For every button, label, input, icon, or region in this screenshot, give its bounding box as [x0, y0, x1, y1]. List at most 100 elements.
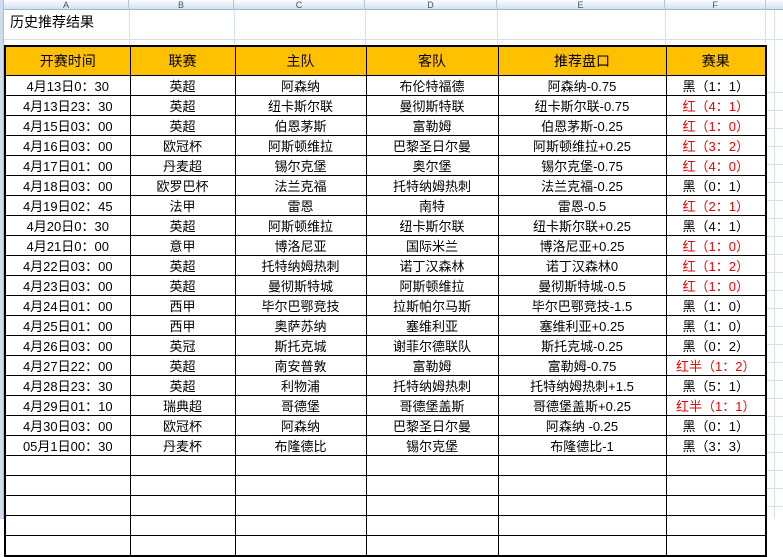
cell-handicap[interactable]: 锡尔克堡-0.75	[497, 155, 667, 176]
cell-away-team[interactable]: 谢菲尔德联队	[365, 335, 499, 356]
cell-result[interactable]	[665, 475, 767, 496]
cell-league[interactable]: 英超	[129, 375, 236, 396]
cell-league[interactable]: 英超	[129, 215, 236, 236]
cell-result[interactable]: 黑（0：1）	[665, 175, 767, 196]
cell-league[interactable]: 瑞典超	[129, 395, 236, 416]
cell-home-team[interactable]: 阿森纳	[234, 75, 367, 96]
column-header-b[interactable]: B	[129, 0, 234, 10]
cell-start-time[interactable]: 4月29日01：10	[4, 395, 131, 416]
cell-result[interactable]: 黑（3：3）	[665, 435, 767, 456]
cell-away-team[interactable]: 富勒姆	[365, 355, 499, 376]
cell-start-time[interactable]: 4月20日0：30	[4, 215, 131, 236]
cell-handicap[interactable]: 托特纳姆热刺+1.5	[497, 375, 667, 396]
cell-away-team[interactable]: 曼彻斯特联	[365, 95, 499, 116]
cell-league[interactable]: 西甲	[129, 315, 236, 336]
cell-league[interactable]: 欧罗巴杯	[129, 175, 236, 196]
cell-league[interactable]	[129, 495, 236, 516]
header-home-team[interactable]: 主队	[234, 45, 367, 76]
cell-league[interactable]: 欧冠杯	[129, 415, 236, 436]
cell-result[interactable]: 红（1：2）	[665, 255, 767, 276]
cell-league[interactable]	[129, 475, 236, 496]
cell-away-team[interactable]: 巴黎圣日尔曼	[365, 415, 499, 436]
cell-league[interactable]: 英超	[129, 255, 236, 276]
cell-handicap[interactable]: 塞维利亚+0.25	[497, 315, 667, 336]
cell-home-team[interactable]	[234, 495, 367, 516]
cell-handicap[interactable]: 博洛尼亚+0.25	[497, 235, 667, 256]
cell-start-time[interactable]: 4月27日22：00	[4, 355, 131, 376]
cell-result[interactable]: 红（4：1）	[665, 95, 767, 116]
cell-away-team[interactable]	[365, 535, 499, 557]
cell-home-team[interactable]: 雷恩	[234, 195, 367, 216]
cell-result[interactable]	[665, 495, 767, 516]
cell-home-team[interactable]: 曼彻斯特城	[234, 275, 367, 296]
column-header-e[interactable]: E	[497, 0, 665, 10]
cell-league[interactable]: 丹麦超	[129, 155, 236, 176]
cell-league[interactable]: 英超	[129, 75, 236, 96]
cell-handicap[interactable]: 法兰克福-0.25	[497, 175, 667, 196]
cell-result[interactable]: 红半（1：1）	[665, 395, 767, 416]
cell-home-team[interactable]: 锡尔克堡	[234, 155, 367, 176]
sheet-title[interactable]: 历史推荐结果	[10, 14, 94, 30]
cell-result[interactable]: 红（1：0）	[665, 275, 767, 296]
cell-handicap[interactable]: 阿斯顿维拉+0.25	[497, 135, 667, 156]
cell-start-time[interactable]: 4月17日01：00	[4, 155, 131, 176]
cell-result[interactable]: 黑（1：0）	[665, 295, 767, 316]
cell-league[interactable]: 欧冠杯	[129, 135, 236, 156]
cell-league[interactable]: 西甲	[129, 295, 236, 316]
column-header-a[interactable]: A	[4, 0, 129, 10]
column-header-d[interactable]: D	[365, 0, 497, 10]
cell-league[interactable]: 法甲	[129, 195, 236, 216]
cell-away-team[interactable]: 南特	[365, 195, 499, 216]
cell-start-time[interactable]: 4月15日03：00	[4, 115, 131, 136]
cell-result[interactable]	[665, 535, 767, 557]
cell-start-time[interactable]: 05月1日00：30	[4, 435, 131, 456]
cell-start-time[interactable]: 4月23日03：00	[4, 275, 131, 296]
cell-handicap[interactable]: 纽卡斯尔联+0.25	[497, 215, 667, 236]
cell-result[interactable]: 红（1：0）	[665, 115, 767, 136]
cell-handicap[interactable]: 阿森纳-0.75	[497, 75, 667, 96]
cell-result[interactable]: 红半（1：2）	[665, 355, 767, 376]
header-handicap[interactable]: 推荐盘口	[497, 45, 667, 76]
cell-home-team[interactable]: 托特纳姆热刺	[234, 255, 367, 276]
cell-away-team[interactable]: 托特纳姆热刺	[365, 175, 499, 196]
cell-handicap[interactable]: 诺丁汉森林0	[497, 255, 667, 276]
cell-handicap[interactable]	[497, 495, 667, 516]
cell-away-team[interactable]: 巴黎圣日尔曼	[365, 135, 499, 156]
cell-result[interactable]: 红（1：0）	[665, 235, 767, 256]
cell-handicap[interactable]: 斯托克城-0.25	[497, 335, 667, 356]
cell-league[interactable]: 丹麦杯	[129, 435, 236, 456]
cell-away-team[interactable]	[365, 455, 499, 476]
cell-away-team[interactable]: 拉斯帕尔马斯	[365, 295, 499, 316]
cell-result[interactable]: 黑（5：1）	[665, 375, 767, 396]
cell-handicap[interactable]: 富勒姆-0.75	[497, 355, 667, 376]
cell-home-team[interactable]: 伯恩茅斯	[234, 115, 367, 136]
cell-league[interactable]	[129, 535, 236, 557]
cell-league[interactable]	[129, 455, 236, 476]
cell-away-team[interactable]: 哥德堡盖斯	[365, 395, 499, 416]
cell-league[interactable]: 英超	[129, 115, 236, 136]
cell-league[interactable]: 意甲	[129, 235, 236, 256]
cell-handicap[interactable]: 曼彻斯特城-0.5	[497, 275, 667, 296]
cell-away-team[interactable]: 托特纳姆热刺	[365, 375, 499, 396]
cell-home-team[interactable]: 奥萨苏纳	[234, 315, 367, 336]
cell-start-time[interactable]	[4, 495, 131, 516]
cell-start-time[interactable]: 4月18日03：00	[4, 175, 131, 196]
cell-handicap[interactable]: 布隆德比-1	[497, 435, 667, 456]
cell-home-team[interactable]: 利物浦	[234, 375, 367, 396]
cell-handicap[interactable]	[497, 535, 667, 557]
cell-home-team[interactable]	[234, 475, 367, 496]
cell-start-time[interactable]: 4月30日03：00	[4, 415, 131, 436]
cell-start-time[interactable]: 4月25日01：00	[4, 315, 131, 336]
cell-away-team[interactable]: 纽卡斯尔联	[365, 215, 499, 236]
cell-start-time[interactable]: 4月13日0：30	[4, 75, 131, 96]
header-league[interactable]: 联赛	[129, 45, 236, 76]
header-away-team[interactable]: 客队	[365, 45, 499, 76]
cell-league[interactable]: 英超	[129, 275, 236, 296]
cell-home-team[interactable]: 阿森纳	[234, 415, 367, 436]
cell-start-time[interactable]	[4, 455, 131, 476]
cell-start-time[interactable]: 4月13日23：30	[4, 95, 131, 116]
header-result[interactable]: 赛果	[665, 45, 767, 76]
cell-start-time[interactable]	[4, 475, 131, 496]
cell-start-time[interactable]	[4, 535, 131, 557]
cell-home-team[interactable]: 阿斯顿维拉	[234, 215, 367, 236]
